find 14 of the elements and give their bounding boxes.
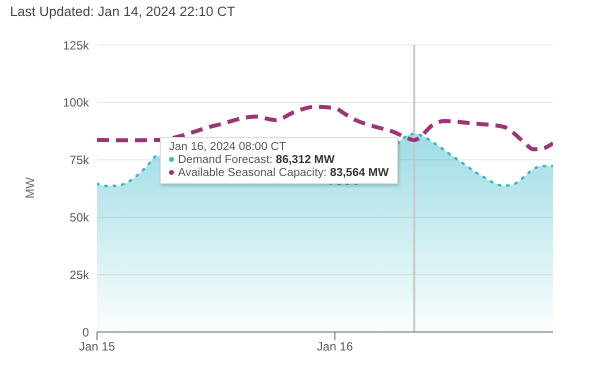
y-tick-label: 25k <box>70 268 90 282</box>
annotation: Available Seasonal Capacity: 83,564 MW <box>177 167 389 180</box>
y-axis-title: MW <box>23 177 37 199</box>
annotation: Jan 16, 2024 08:00 CT <box>169 141 287 154</box>
y-tick-label: 75k <box>70 153 90 168</box>
y-tick-label: 100k <box>62 96 90 110</box>
x-tick-label: Jan 16 <box>316 340 354 354</box>
y-tick-label: 50k <box>70 210 90 224</box>
y-tick-label: 125k <box>62 38 90 52</box>
x-tick-label: Jan 15 <box>78 340 116 354</box>
line-series <box>97 104 553 152</box>
annotation: Demand Forecast: 86,312 MW <box>177 154 336 167</box>
chart-title: Last Updated: Jan 14, 2024 22:10 CT <box>10 4 236 19</box>
y-tick-label: 0 <box>82 325 90 340</box>
